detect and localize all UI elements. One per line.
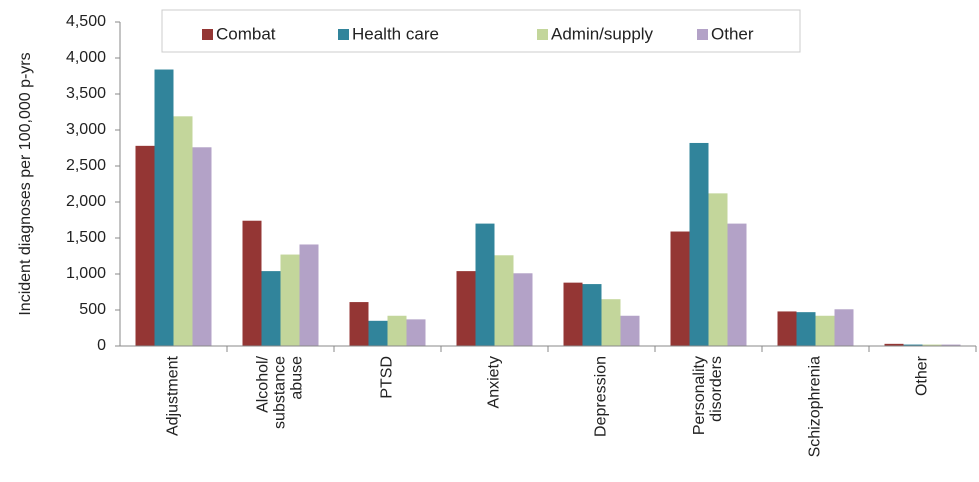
x-tick-label: Alcohol/substanceabuse (255, 355, 306, 428)
bar (777, 311, 797, 346)
y-tick-label: 1,000 (66, 265, 106, 282)
bar (299, 244, 319, 346)
legend-swatch (338, 29, 349, 40)
x-tick-label: Depression (593, 356, 610, 437)
legend-swatch (537, 29, 548, 40)
bar (349, 302, 369, 346)
legend-label: Admin/supply (551, 24, 654, 43)
y-tick-label: 2,000 (66, 193, 106, 210)
y-axis-label: Incident diagnoses per 100,000 p-yrs (17, 52, 34, 315)
x-tick-label: Adjustment (165, 355, 182, 436)
bar (242, 220, 262, 346)
bar (941, 344, 961, 346)
legend-box (161, 9, 801, 53)
bar (154, 69, 174, 347)
bar (368, 320, 388, 346)
y-tick-label: 1,500 (66, 229, 106, 246)
bar (192, 147, 212, 346)
y-tick-label: 4,000 (66, 49, 106, 66)
bar (513, 273, 533, 346)
legend-label: Other (711, 24, 754, 43)
bar (922, 344, 942, 346)
bar (387, 315, 407, 346)
y-tick-label: 4,500 (66, 13, 106, 30)
bar (796, 312, 816, 346)
bar (173, 116, 193, 346)
y-tick-label: 500 (79, 301, 106, 318)
bar (689, 142, 709, 346)
x-tick-label: Schizophrenia (807, 356, 824, 458)
bar (708, 193, 728, 346)
bar (475, 223, 495, 346)
bar (563, 282, 583, 346)
bar (456, 271, 476, 346)
legend-label: Health care (352, 24, 439, 43)
y-tick-label: 2,500 (66, 157, 106, 174)
bar (261, 271, 281, 346)
legend-swatch (697, 29, 708, 40)
y-tick-label: 3,000 (66, 121, 106, 138)
x-tick-label: PTSD (379, 356, 396, 399)
x-tick-label: Anxiety (486, 356, 503, 408)
x-tick-label: Other (914, 355, 931, 396)
bar (280, 254, 300, 346)
bar (406, 319, 426, 346)
bar (834, 309, 854, 346)
bar (620, 315, 640, 346)
bar (601, 299, 621, 346)
bar (903, 344, 923, 346)
bar (135, 145, 155, 346)
bar (727, 223, 747, 346)
legend-label: Combat (216, 24, 276, 43)
x-tick-label: Personalitydisorders (691, 356, 725, 435)
bar (884, 343, 904, 346)
bar (494, 255, 514, 346)
legend-swatch (202, 29, 213, 40)
bar (582, 284, 602, 346)
bar (670, 231, 690, 346)
bar (815, 315, 835, 346)
y-tick-label: 0 (97, 337, 106, 354)
y-tick-label: 3,500 (66, 85, 106, 102)
